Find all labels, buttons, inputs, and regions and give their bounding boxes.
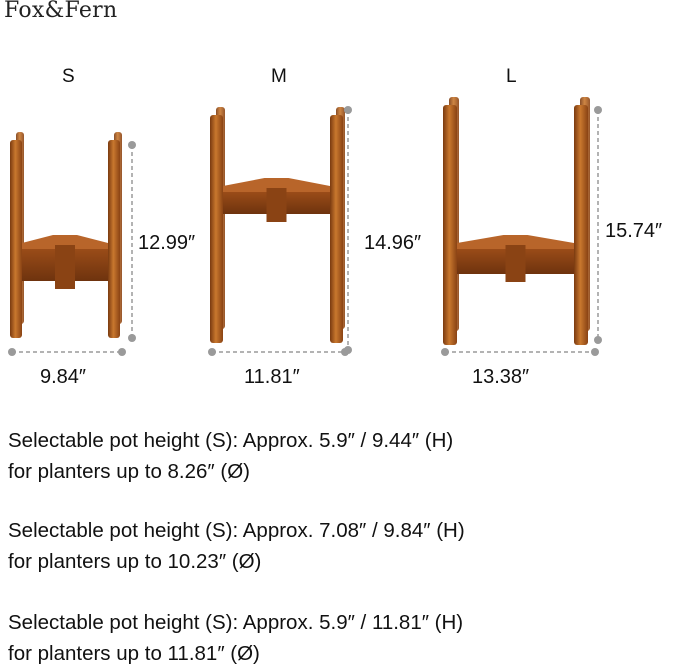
description-l: Selectable pot height (S): Approx. 5.9″ … xyxy=(8,607,463,669)
crossbar-center-m xyxy=(266,188,287,222)
width-label-s: 9.84″ xyxy=(40,366,87,388)
width-label-m: 11.81″ xyxy=(244,366,300,388)
dimension-dot-s xyxy=(118,348,126,356)
crossbar-top-l xyxy=(457,235,574,251)
description-l-line1: Selectable pot height (S): Approx. 5.9″ … xyxy=(8,611,464,634)
crossbar-top-s xyxy=(22,235,108,251)
dimension-dot-m xyxy=(208,348,216,356)
description-m: Selectable pot height (S): Approx. 7.08″… xyxy=(8,515,465,577)
size-label-s: S xyxy=(62,66,75,87)
front-post-s xyxy=(10,140,22,338)
front-post-s xyxy=(108,140,120,338)
width-label-l: 13.38″ xyxy=(472,366,530,388)
description-m-line1: Selectable pot height (S): Approx. 7.08″… xyxy=(8,519,465,542)
front-post-l xyxy=(443,105,457,345)
description-s-line1: Selectable pot height (S): Approx. 5.9″ … xyxy=(8,429,454,452)
front-post-m xyxy=(210,115,223,343)
dimension-dot-m xyxy=(344,106,352,114)
dimension-dot-s xyxy=(128,334,136,342)
height-label-l: 15.74″ xyxy=(605,220,663,242)
plant-stands-illustration xyxy=(8,97,602,356)
crossbar-center-s xyxy=(55,245,75,289)
height-label-s: 12.99″ xyxy=(138,232,196,254)
height-label-m: 14.96″ xyxy=(364,232,422,254)
description-m-line2: for planters up to 10.23″ (Ø) xyxy=(8,550,262,573)
dimension-dot-m xyxy=(341,348,349,356)
crossbar-center-l xyxy=(505,245,526,282)
dimension-dot-l xyxy=(441,348,449,356)
description-s-line2: for planters up to 8.26″ (Ø) xyxy=(8,460,250,483)
dimension-dot-s xyxy=(128,141,136,149)
crossbar-top-m xyxy=(223,178,330,194)
dimension-dot-l xyxy=(591,348,599,356)
dimension-dot-l xyxy=(594,106,602,114)
dimension-dot-s xyxy=(8,348,16,356)
front-post-m xyxy=(330,115,343,343)
description-l-line2: for planters up to 11.81″ (Ø) xyxy=(8,642,260,665)
dimension-dot-l xyxy=(594,336,602,344)
size-label-m: M xyxy=(271,66,287,87)
description-s: Selectable pot height (S): Approx. 5.9″ … xyxy=(8,425,453,487)
size-label-l: L xyxy=(506,66,517,87)
brand-logo: Fox&Fern xyxy=(4,0,118,23)
front-post-l xyxy=(574,105,588,345)
